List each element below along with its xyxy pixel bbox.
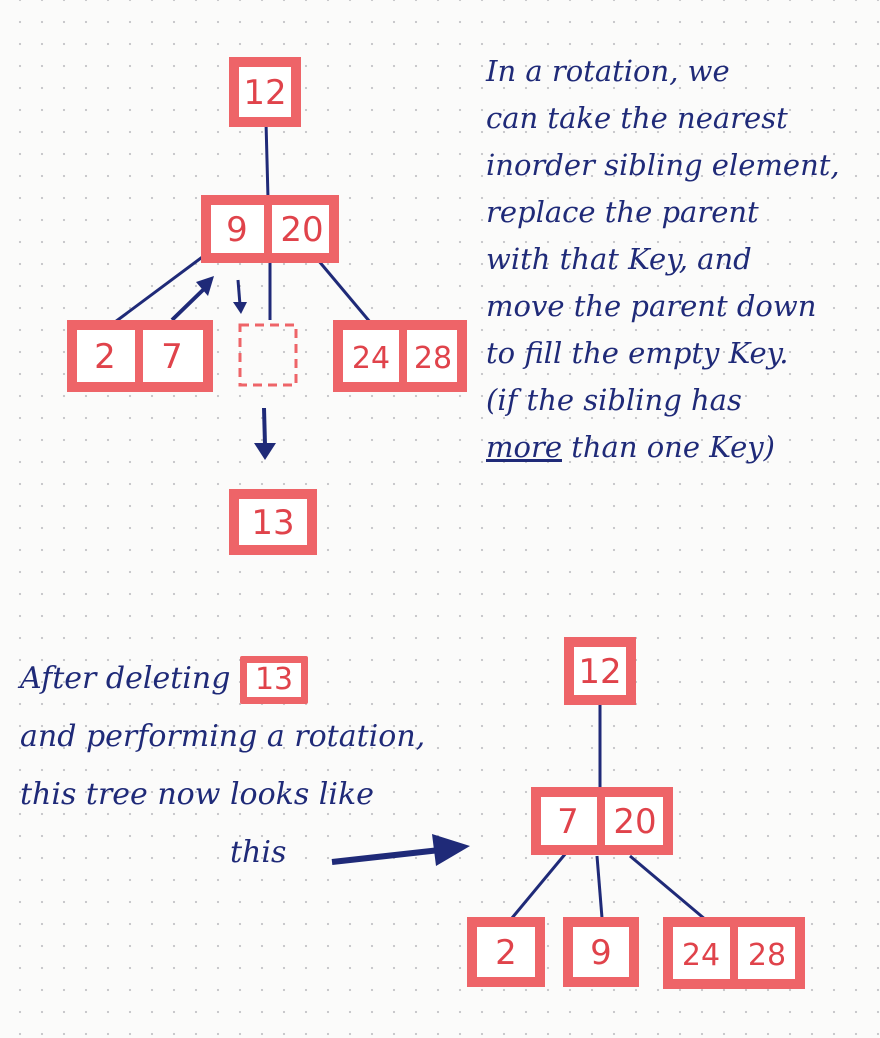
- explanation-emphasis: more: [486, 430, 562, 464]
- bottom-parent-node: 7 20: [531, 787, 673, 855]
- rotate-up-arrowhead: [196, 276, 214, 296]
- delete-down-arrowhead: [254, 443, 276, 460]
- after-note-line-1: After deleting 13: [20, 650, 425, 708]
- after-note-deleted-key: 13: [239, 656, 309, 704]
- bottom-edge-parent-left: [510, 852, 568, 919]
- explanation-line-1: In a rotation, we: [486, 54, 730, 88]
- after-note-line-2: and performing a rotation,: [20, 719, 426, 754]
- bottom-left-child-node: 2: [467, 917, 545, 987]
- bottom-root-key: 12: [578, 652, 621, 692]
- bottom-right-key-2: 28: [748, 938, 786, 973]
- explanation-line-4: replace the parent: [486, 195, 759, 229]
- top-edge-parent-left: [114, 253, 206, 324]
- rotate-down-arrow: [236, 279, 242, 306]
- explanation-line-9-rest: than one Key): [561, 430, 775, 464]
- top-deleted-node: 13: [229, 489, 317, 555]
- top-deleted-key: 13: [251, 503, 294, 543]
- rotate-up-arrow: [170, 286, 207, 322]
- explanation-line-8: (if the sibling has: [486, 383, 742, 417]
- after-note: After deleting 13 and performing a rotat…: [20, 650, 425, 882]
- top-edge-root-parent: [264, 121, 270, 199]
- delete-down-arrow: [262, 407, 267, 446]
- after-note-line-4: this: [230, 835, 287, 870]
- explanation-line-9: more than one Key): [486, 424, 840, 471]
- top-empty-child-node: [238, 323, 298, 387]
- top-right-child-node: 24 28: [333, 320, 467, 392]
- bottom-edge-parent-middle: [595, 855, 604, 919]
- top-parent-node: 9 20: [201, 195, 339, 263]
- top-edge-parent-right: [316, 259, 372, 323]
- explanation-line-5: with that Key, and: [486, 242, 752, 276]
- bottom-parent-key-right: 20: [613, 802, 656, 842]
- bottom-middle-key: 9: [590, 933, 612, 973]
- top-root-key: 12: [243, 73, 286, 113]
- rotate-down-arrowhead: [233, 302, 247, 314]
- bottom-left-key: 2: [495, 933, 517, 973]
- bottom-root-node: 12: [564, 637, 636, 705]
- top-left-key-1: 2: [94, 337, 116, 377]
- top-tree: 12 9 20 2 7 24 28 13: [67, 57, 467, 555]
- top-left-key-2: 7: [161, 337, 183, 377]
- top-parent-key-left: 9: [226, 210, 248, 250]
- top-right-key-2: 28: [414, 341, 452, 376]
- bottom-tree: 12 7 20 2 9 24 28: [467, 637, 805, 989]
- bottom-right-key-1: 24: [682, 938, 720, 973]
- top-root-node: 12: [229, 57, 301, 127]
- bottom-edge-parent-right: [629, 854, 707, 922]
- explanation-note: In a rotation, we can take the nearest i…: [486, 48, 840, 471]
- top-left-child-node: 2 7: [67, 320, 213, 392]
- explanation-line-6: move the parent down: [486, 289, 817, 323]
- bottom-parent-key-left: 7: [557, 802, 579, 842]
- after-note-line-1-text: After deleting: [20, 661, 231, 696]
- top-right-key-1: 24: [352, 341, 390, 376]
- explanation-line-3: inorder sibling element,: [486, 148, 840, 182]
- explanation-line-2: can take the nearest: [486, 101, 788, 135]
- pointer-arrow: [331, 847, 441, 865]
- explanation-line-7: to fill the empty Key.: [486, 336, 789, 370]
- bottom-right-child-node: 24 28: [663, 917, 805, 989]
- top-parent-key-right: 20: [280, 210, 323, 250]
- bottom-middle-child-node: 9: [563, 917, 639, 987]
- after-note-line-3: this tree now looks like: [20, 777, 374, 812]
- pointer-arrowhead: [432, 834, 470, 866]
